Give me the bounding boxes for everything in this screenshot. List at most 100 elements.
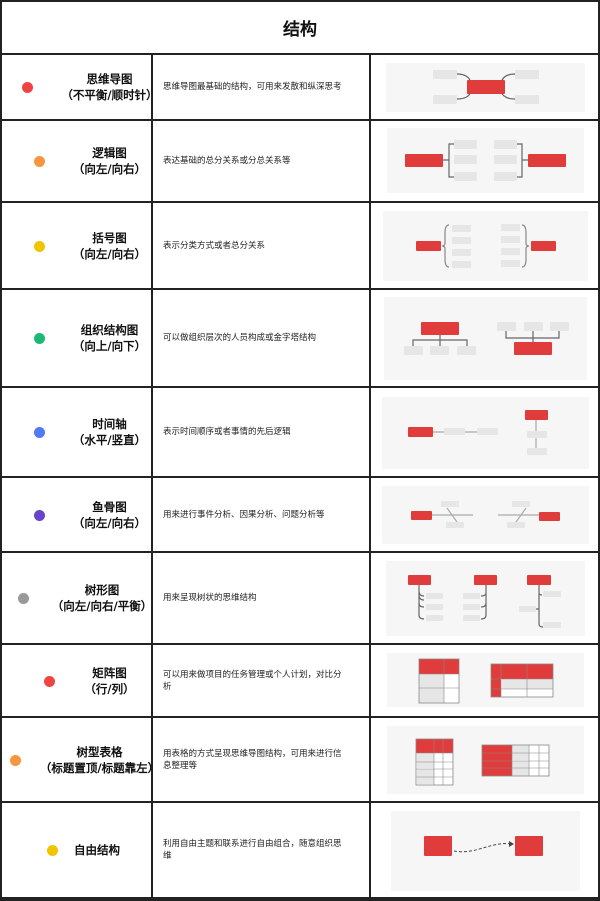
brace-diagram-icon (383, 211, 588, 281)
structure-name-cell: 自由结构 (2, 803, 153, 897)
structure-title: 时间轴 (92, 417, 127, 431)
structure-title: 鱼骨图 (92, 499, 127, 514)
structure-title: 矩阵图 (92, 665, 127, 680)
structure-name-cell: 鱼骨图 （向左/向右） (2, 478, 153, 551)
structure-title: 括号图 (92, 230, 127, 245)
free-diagram-icon (391, 811, 580, 891)
table-row: 括号图 （向左/向右） 表示分类方式或者总分关系 (2, 203, 598, 290)
treetable-diagram-icon (387, 726, 584, 794)
structure-name-cell: 思维导图 （不平衡/顺时针） (2, 55, 158, 119)
color-dot-icon (10, 754, 21, 766)
description-cell: 表示时间顺序或者事情的先后逻辑 (153, 388, 371, 476)
logic-diagram-icon (387, 128, 584, 193)
table-title: 结构 (2, 2, 598, 55)
structure-description: 用表格的方式呈现思维导图结构，可用来进行信息整理等 (163, 748, 342, 771)
structure-description: 利用自由主题和联系进行自由组合，随意组织思维 (163, 839, 342, 861)
diagram-cell (371, 121, 600, 201)
structure-description: 用来进行事件分析、因果分析、问题分析等 (163, 509, 325, 520)
structure-name-cell: 树形图 （向左/向右/平衡） (2, 553, 153, 643)
timeline-diagram-icon (382, 397, 589, 469)
diagram-cell (371, 388, 600, 476)
structure-title: 树形图 (84, 583, 120, 597)
structure-name: 矩阵图 （行/列） (47, 665, 172, 697)
structure-variants: （向左/向右/平衡） (51, 599, 153, 613)
structure-title: 思维导图 (86, 72, 133, 86)
table-row: 矩阵图 （行/列） 可以用来做项目的任务管理或个人计划，对比分析 (2, 645, 598, 718)
table-row: 自由结构 利用自由主题和联系进行自由组合，随意组织思维 (2, 803, 598, 899)
mindmap-diagram-icon (386, 63, 585, 112)
structure-title: 树型表格 (76, 744, 123, 759)
structure-variants: （向左/向右） (72, 515, 147, 530)
table-row: 组织结构图 （向上/向下） 可以做组织层次的人员构成或金字塔结构 (2, 290, 598, 388)
structure-name: 鱼骨图 （向左/向右） (47, 499, 172, 531)
description-cell: 表达基础的总分关系或分总关系等 (153, 121, 371, 201)
structure-variants: （向左/向右） (72, 162, 147, 176)
diagram-cell (371, 203, 600, 288)
color-dot-icon (34, 333, 45, 344)
description-cell: 用表格的方式呈现思维导图结构，可用来进行信息整理等 (153, 718, 371, 801)
table-row: 树型表格 （标题置顶/标题靠左） 用表格的方式呈现思维导图结构，可用来进行信息整… (2, 718, 598, 803)
structure-name-cell: 括号图 （向左/向右） (2, 203, 153, 288)
structure-name: 思维导图 （不平衡/顺时针） (47, 71, 172, 103)
structure-name-cell: 树型表格 （标题置顶/标题靠左） (2, 718, 159, 801)
color-dot-icon (47, 845, 58, 856)
table-row: 树形图 （向左/向右/平衡） 用来呈现树状的思维结构 (2, 553, 598, 645)
description-cell: 可以用来做项目的任务管理或个人计划，对比分析 (153, 645, 371, 716)
diagram-cell (371, 553, 600, 643)
table-row: 鱼骨图 （向左/向右） 用来进行事件分析、因果分析、问题分析等 (2, 478, 598, 553)
diagram-cell (371, 55, 600, 119)
diagram-cell (371, 290, 600, 386)
structure-variants: （行/列） (84, 681, 135, 696)
structure-name-cell: 组织结构图 （向上/向下） (2, 290, 153, 386)
description-cell: 可以做组织层次的人员构成或金字塔结构 (153, 290, 371, 386)
color-dot-icon (34, 427, 45, 438)
structure-name: 括号图 （向左/向右） (47, 230, 172, 262)
structure-variants: （不平衡/顺时针） (61, 88, 158, 102)
table-row: 时间轴 （水平/竖直） 表示时间顺序或者事情的先后逻辑 (2, 388, 598, 478)
color-dot-icon (44, 675, 55, 687)
structure-variants: （向上/向下） (72, 339, 147, 353)
structure-variants: （标题置顶/标题靠左） (39, 760, 160, 775)
structure-description: 可以做组织层次的人员构成或金字塔结构 (163, 333, 317, 343)
structure-name: 时间轴 （水平/竖直） (47, 416, 172, 448)
description-cell: 用来呈现树状的思维结构 (153, 553, 371, 643)
diagram-cell (371, 718, 600, 801)
org-diagram-icon (384, 297, 587, 380)
structure-name-cell: 时间轴 （水平/竖直） (2, 388, 153, 476)
structure-description: 可以用来做项目的任务管理或个人计划，对比分析 (163, 669, 342, 692)
diagram-cell (371, 478, 600, 551)
structure-title: 自由结构 (74, 843, 120, 857)
structure-description: 表示时间顺序或者事情的先后逻辑 (163, 427, 291, 437)
color-dot-icon (34, 156, 45, 167)
diagram-cell (371, 803, 600, 897)
structure-name: 树形图 （向左/向右/平衡） (32, 582, 172, 614)
tree-diagram-icon (386, 561, 585, 636)
color-dot-icon (22, 82, 33, 93)
structure-description: 思维导图最基础的结构，可用来发散和纵深思考 (163, 82, 342, 92)
color-dot-icon (18, 593, 29, 604)
structure-variants: （水平/竖直） (72, 433, 147, 447)
structure-name-cell: 矩阵图 （行/列） (2, 645, 153, 716)
color-dot-icon (34, 509, 45, 521)
structure-name: 逻辑图 （向左/向右） (47, 145, 172, 177)
structure-name: 树型表格 （标题置顶/标题靠左） (27, 744, 172, 776)
structure-name: 组织结构图 （向上/向下） (47, 322, 172, 354)
description-cell: 利用自由主题和联系进行自由组合，随意组织思维 (153, 803, 371, 897)
description-cell: 表示分类方式或者总分关系 (153, 203, 371, 288)
fishbone-diagram-icon (382, 486, 589, 544)
table-row: 逻辑图 （向左/向右） 表达基础的总分关系或分总关系等 (2, 121, 598, 203)
structure-variants: （向左/向右） (72, 246, 147, 261)
structure-description: 表示分类方式或者总分关系 (163, 240, 266, 251)
table-row: 思维导图 （不平衡/顺时针） 思维导图最基础的结构，可用来发散和纵深思考 (2, 55, 598, 121)
structure-name-cell: 逻辑图 （向左/向右） (2, 121, 153, 201)
structure-description: 表达基础的总分关系或分总关系等 (163, 156, 291, 166)
structure-name: 自由结构 (57, 842, 137, 858)
color-dot-icon (34, 240, 45, 252)
diagram-cell (371, 645, 600, 716)
matrix-diagram-icon (387, 653, 584, 707)
structure-title: 组织结构图 (80, 323, 139, 337)
description-cell: 用来进行事件分析、因果分析、问题分析等 (153, 478, 371, 551)
description-cell: 思维导图最基础的结构，可用来发散和纵深思考 (153, 55, 371, 119)
structure-title: 逻辑图 (92, 146, 127, 160)
